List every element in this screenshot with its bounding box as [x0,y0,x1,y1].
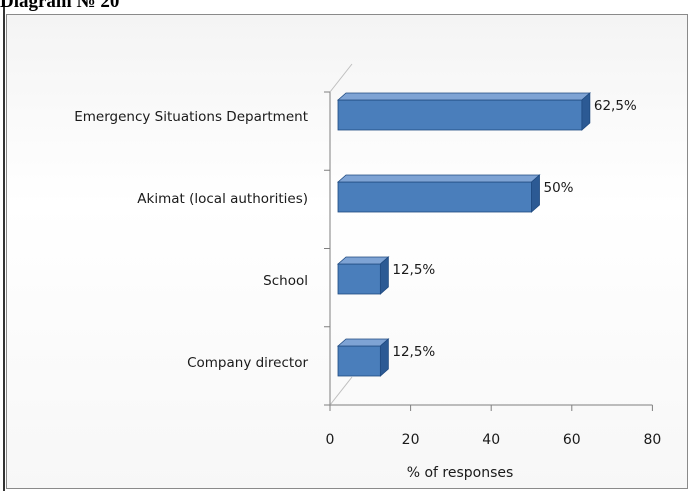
bar-front-2 [337,263,381,295]
x-tick-label: 0 [326,432,335,448]
x-tick-label: 40 [482,432,500,448]
bar-side-3 [379,338,389,377]
data-label-3: 12,5% [392,344,435,360]
category-label-2: School [263,273,308,289]
bar-side-0 [581,92,591,131]
wall-depth-line [329,63,353,93]
bar-side-1 [531,174,540,213]
axes-layer [324,63,653,411]
labels-layer: 0 20 40 60 80 % of responses 62,5% Emergency Si… [74,98,661,481]
x-tick-label: 60 [563,432,581,448]
floor-depth-line [329,376,353,406]
page-left-rule [3,0,5,491]
category-label-1: Akimat (local authorities) [137,191,308,207]
bar-front-1 [337,181,532,213]
x-tick-label: 80 [643,432,661,448]
data-label-1: 50% [544,180,574,196]
bars-layer [336,92,591,377]
x-tick-label: 20 [402,432,420,448]
category-label-0: Emergency Situations Department [74,109,308,125]
diagram-caption: Diagram № 20 [0,0,120,12]
bar-top-0 [336,92,591,101]
bar-top-3 [336,338,390,347]
bar-front-0 [337,99,583,131]
bar-top-2 [336,256,390,265]
bar-side-2 [379,256,389,295]
bar-front-3 [337,345,381,377]
data-label-0: 62,5% [594,98,637,114]
bar-top-1 [336,174,541,183]
x-axis-title: % of responses [407,465,514,481]
data-label-2: 12,5% [392,262,435,278]
category-label-3: Company director [187,355,308,371]
